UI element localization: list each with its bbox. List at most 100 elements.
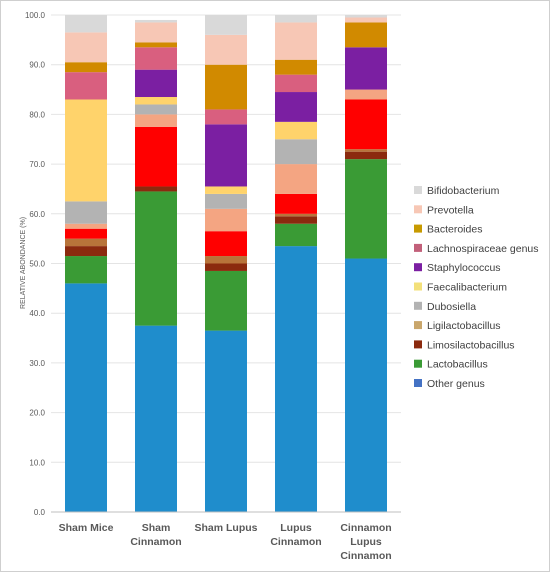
- bar-segment: [345, 89, 387, 100]
- bar-segment: [345, 15, 387, 18]
- bar-segment: [205, 330, 247, 512]
- legend-label: Bacteroides: [427, 224, 482, 236]
- bar-segment: [275, 59, 317, 75]
- bar-segment: [345, 258, 387, 512]
- bar-segment: [275, 74, 317, 93]
- legend-swatch: [414, 379, 422, 387]
- bar-segment: [275, 213, 317, 217]
- bar-segment: [65, 246, 107, 257]
- bar-segment: [205, 186, 247, 194]
- bars: [65, 15, 387, 513]
- bar-segment: [275, 246, 317, 513]
- legend-swatch: [414, 301, 422, 310]
- bar-segment: [65, 223, 107, 229]
- x-tick-label: Cinnamon: [340, 522, 391, 534]
- legend-swatch: [414, 282, 422, 291]
- x-tick-label: Cinnamon: [130, 536, 181, 548]
- bar-segment: [65, 32, 107, 63]
- legend-swatch: [414, 186, 422, 194]
- legend-label: Bifidobacterium: [427, 185, 500, 197]
- bar-segment: [65, 72, 107, 100]
- y-tick-label: 10.0: [29, 458, 45, 467]
- bar-segment: [135, 42, 177, 48]
- legend-label: Faecalibacterium: [427, 282, 507, 294]
- legend-label: Lachnospiraceae genus: [427, 243, 539, 255]
- legend-swatch: [414, 243, 422, 252]
- y-tick-label: 100.0: [25, 11, 46, 20]
- y-tick-label: 70.0: [29, 160, 45, 169]
- y-axis-label: RELATIVE ABONDANCE (%): [20, 217, 27, 309]
- bar-segment: [135, 19, 177, 23]
- bar-segment: [275, 223, 317, 247]
- bar-segment: [135, 22, 177, 43]
- bar-segment: [205, 64, 247, 110]
- legend-swatch: [414, 340, 422, 349]
- bar-segment: [135, 104, 177, 115]
- y-tick-label: 40.0: [29, 309, 45, 318]
- bar-segment: [135, 97, 177, 105]
- legend-swatch: [414, 263, 422, 272]
- bar-segment: [345, 22, 387, 48]
- legend-swatch: [414, 205, 422, 214]
- bar-segment: [275, 92, 317, 122]
- legend-label: Limosilactobacillus: [427, 339, 515, 351]
- bar-segment: [345, 99, 387, 150]
- bar-segment: [205, 256, 247, 264]
- bar-segment: [345, 151, 387, 160]
- legend-swatch: [414, 224, 422, 233]
- bar-segment: [135, 126, 177, 187]
- bar-segment: [345, 17, 387, 23]
- bar-segment: [135, 186, 177, 192]
- y-tick-label: 50.0: [29, 260, 45, 269]
- bar-segment: [135, 47, 177, 70]
- bar-segment: [65, 15, 107, 33]
- y-tick-label: 60.0: [29, 210, 45, 219]
- bar-segment: [135, 325, 177, 512]
- x-tick-label: Cinnamon: [270, 536, 321, 548]
- legend-swatch: [414, 359, 422, 368]
- bar-segment: [135, 114, 177, 127]
- bar-segment: [65, 99, 107, 202]
- x-tick-label: Cinnamon: [340, 550, 391, 562]
- x-tick-label: Sham Mice: [59, 522, 114, 534]
- bar-segment: [275, 22, 317, 60]
- bar-segment: [275, 216, 317, 224]
- bar-segment: [65, 238, 107, 247]
- legend-label: Prevotella: [427, 204, 474, 216]
- bar-segment: [135, 69, 177, 98]
- bar-segment: [275, 164, 317, 194]
- bar-segment: [205, 124, 247, 187]
- bar-segment: [275, 139, 317, 165]
- legend-label: Other genus: [427, 378, 485, 390]
- bar-segment: [205, 208, 247, 232]
- x-tick-label: Sham Lupus: [194, 522, 257, 534]
- legend-label: Staphylococcus: [427, 262, 501, 274]
- y-tick-label: 80.0: [29, 110, 45, 119]
- bar-segment: [205, 270, 247, 331]
- bar-segment: [275, 15, 317, 23]
- bar-segment: [345, 47, 387, 90]
- bar-segment: [205, 231, 247, 257]
- legend-label: Dubosiella: [427, 301, 476, 313]
- x-tick-label: Lupus: [280, 522, 312, 534]
- bar-segment: [65, 228, 107, 239]
- bar-segment: [205, 193, 247, 209]
- bar-segment: [65, 201, 107, 224]
- bar-segment: [345, 149, 387, 152]
- legend-label: Ligilactobacillus: [427, 320, 501, 332]
- bar-segment: [205, 109, 247, 125]
- x-tick-label: Sham: [142, 522, 171, 534]
- y-tick-label: 0.0: [34, 508, 46, 517]
- x-tick-label: Lupus: [350, 536, 382, 548]
- bar-segment: [275, 121, 317, 140]
- legend-swatch: [414, 321, 422, 330]
- bar-segment: [275, 193, 317, 214]
- bar-segment: [65, 256, 107, 284]
- y-tick-label: 20.0: [29, 409, 45, 418]
- bar-segment: [205, 34, 247, 65]
- y-tick-label: 30.0: [29, 359, 45, 368]
- legend-label: Lactobacillus: [427, 359, 488, 371]
- bar-segment: [65, 62, 107, 73]
- y-tick-label: 90.0: [29, 61, 45, 70]
